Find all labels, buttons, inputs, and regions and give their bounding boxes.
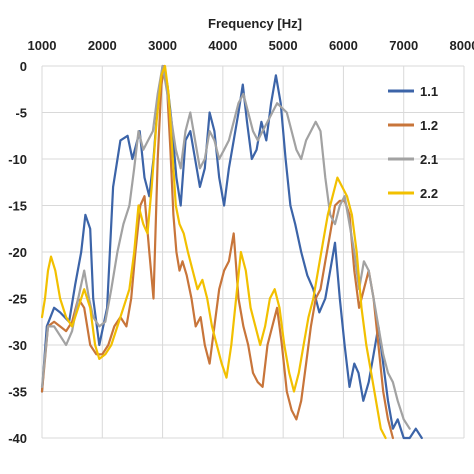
grid xyxy=(41,65,465,439)
legend-label: 2.1 xyxy=(420,152,438,167)
legend: 1.1 1.2 2.1 2.2 xyxy=(388,84,438,201)
y-axis-ticks: 0 -5 -10 -15 -20 -25 -30 -35 -40 xyxy=(8,59,27,446)
legend-label: 1.2 xyxy=(420,118,438,133)
y-tick-label: -30 xyxy=(8,338,27,353)
series-line-2.1 xyxy=(40,64,411,430)
series-line-1.1 xyxy=(40,64,423,440)
x-tick-label: 4000 xyxy=(208,38,237,53)
x-tick-label: 1000 xyxy=(28,38,57,53)
y-tick-label: -15 xyxy=(8,199,27,214)
y-tick-label: -35 xyxy=(8,385,27,400)
series-line-1.2 xyxy=(40,64,394,440)
x-axis-title: Frequency [Hz] xyxy=(208,16,302,31)
y-tick-label: 0 xyxy=(20,59,27,74)
x-tick-label: 3000 xyxy=(148,38,177,53)
x-tick-label: 6000 xyxy=(329,38,358,53)
y-tick-label: -5 xyxy=(15,106,27,121)
x-tick-label: 5000 xyxy=(269,38,298,53)
y-tick-label: -20 xyxy=(8,245,27,260)
series-lines xyxy=(40,64,423,440)
legend-label: 1.1 xyxy=(420,84,438,99)
x-tick-label: 7000 xyxy=(389,38,418,53)
y-tick-label: -25 xyxy=(8,292,27,307)
series-line-2.2 xyxy=(40,64,387,440)
y-tick-label: -10 xyxy=(8,152,27,167)
x-tick-label: 2000 xyxy=(88,38,117,53)
legend-label: 2.2 xyxy=(420,186,438,201)
y-tick-label: -40 xyxy=(8,431,27,446)
